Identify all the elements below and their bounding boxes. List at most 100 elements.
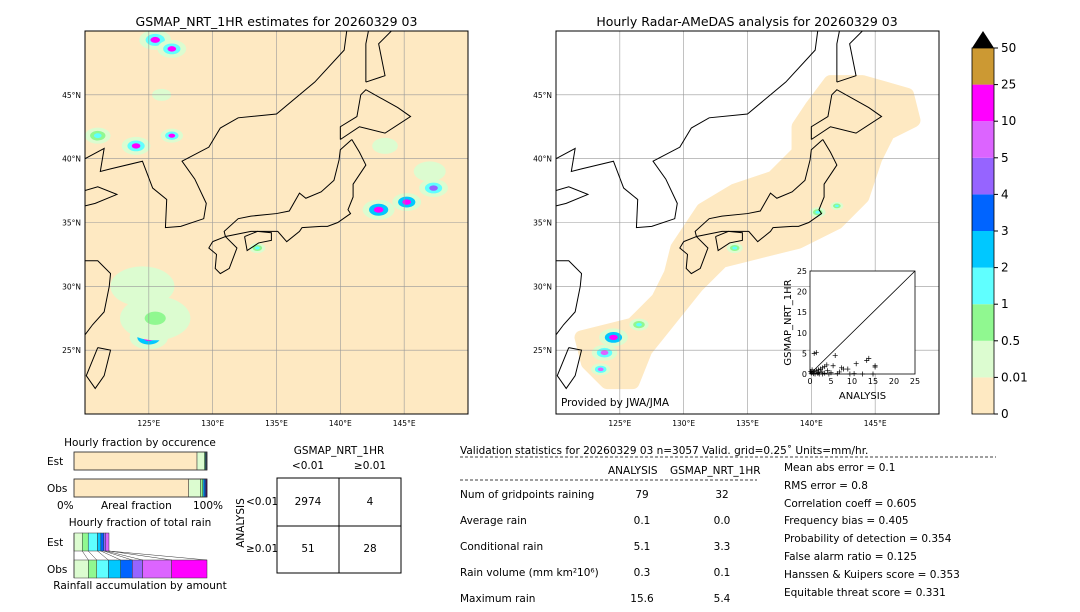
contingency-row-label: ANALYSIS	[234, 498, 247, 548]
rain-area	[167, 46, 177, 52]
colorbar-label: 4	[1001, 187, 1009, 201]
rain-fraction-title: Hourly fraction of total rain	[68, 517, 212, 529]
scatter-point	[841, 366, 847, 372]
lon-tick-label: 135°E	[736, 419, 759, 428]
coastline	[208, 235, 238, 275]
scatter-point	[813, 368, 819, 374]
rain-area	[381, 143, 389, 149]
stats-row-label: Rain volume (mm km²10⁶)	[460, 567, 599, 579]
rain-est-segment	[81, 532, 89, 552]
lat-tick-label: 25°N	[533, 346, 552, 355]
stats-row-label: Conditional rain	[460, 541, 544, 553]
rain-area	[402, 199, 412, 205]
scatter-ytick: 15	[797, 308, 807, 317]
occ-xlabel: Areal fraction	[101, 500, 172, 512]
lat-tick-label: 45°N	[62, 91, 81, 100]
rain-connector	[103, 550, 133, 561]
stats-row-gsmap: 3.3	[713, 541, 731, 553]
coastline	[223, 139, 367, 243]
colorbar-label: 0	[1001, 407, 1009, 421]
scatter-ytick: 10	[797, 329, 807, 338]
occ-tick-0: 0%	[57, 500, 74, 512]
rain-est-segment	[105, 532, 110, 552]
left-frame	[84, 30, 469, 415]
scatter-point	[864, 357, 870, 363]
rain-area	[815, 210, 821, 214]
colorbar-segment-0.5	[972, 304, 994, 341]
lon-tick-label: 140°E	[800, 419, 823, 428]
score-line: Probability of detection = 0.354	[784, 533, 952, 546]
coastline	[679, 235, 709, 275]
scatter-point	[818, 366, 823, 372]
lon-tick-label: 125°E	[608, 419, 631, 428]
occurrence-title: Hourly fraction by occurence	[64, 437, 216, 449]
rain-area	[597, 367, 604, 372]
colorbar-label: 3	[1001, 224, 1009, 238]
rain-obs-segment	[120, 559, 133, 579]
coastline	[85, 347, 112, 390]
lat-tick-label: 40°N	[62, 155, 81, 164]
lon-tick-label: 145°E	[864, 419, 887, 428]
lat-tick-label: 30°N	[62, 282, 81, 291]
scatter-ytick: 25	[797, 267, 807, 276]
scatter-point	[832, 352, 838, 358]
lon-tick-label: 135°E	[265, 419, 288, 428]
colorbar-segment-0	[972, 377, 994, 414]
coastline	[715, 230, 743, 252]
rain-est-segment	[73, 532, 83, 552]
occurrence-obs-segment	[73, 478, 189, 498]
scatter-xtick: 5	[828, 377, 833, 386]
scatter-xtick: 20	[889, 377, 899, 386]
colorbar-segment-5	[972, 121, 994, 158]
scatter-point	[811, 350, 817, 356]
scatter-point	[812, 371, 818, 377]
colorbar-label: 10	[1001, 114, 1016, 128]
rain-area	[429, 185, 438, 191]
rain-obs-segment	[73, 559, 89, 579]
stats-header: Validation statistics for 20260329 03 n=…	[460, 445, 869, 457]
cell-a: 2974	[294, 496, 322, 508]
rain-est-segment	[97, 532, 102, 552]
rain-area	[150, 36, 161, 43]
rain-label-est: Est	[47, 537, 64, 549]
scatter-point	[853, 361, 859, 367]
colorbar-label: 0.01	[1001, 370, 1028, 384]
scatter-point	[820, 371, 826, 377]
scatter-point	[845, 366, 851, 372]
contingency-col-0: <0.01	[291, 460, 325, 472]
rain-area	[168, 133, 176, 138]
rain-area	[732, 246, 738, 250]
lat-tick-label: 25°N	[62, 346, 81, 355]
score-line: Frequency bias = 0.405	[784, 515, 909, 528]
score-line: RMS error = 0.8	[784, 479, 868, 492]
score-line: Correlation coeff = 0.605	[784, 497, 917, 510]
rain-area	[609, 334, 618, 341]
colorbar-label: 50	[1001, 41, 1016, 55]
scatter-point	[820, 365, 826, 371]
contingency-row-0: <0.01	[246, 496, 279, 508]
lat-tick-label: 35°N	[62, 219, 81, 228]
coastline	[85, 260, 112, 336]
lon-tick-label: 130°E	[672, 419, 695, 428]
colorbar-segment-3	[972, 194, 994, 231]
rain-area	[834, 204, 839, 208]
rain-est-segment	[100, 532, 105, 552]
scatter-ytick: 5	[802, 349, 807, 358]
colorbar-segment-10	[972, 84, 994, 122]
coastline	[85, 186, 119, 207]
stats-row-gsmap: 5.4	[713, 593, 731, 605]
scatter-xtick: 0	[807, 377, 812, 386]
left-map-title: GSMAP_NRT_1HR estimates for 20260329 03	[135, 14, 418, 29]
contingency-col-1: ≥0.01	[353, 460, 387, 472]
scatter-point	[847, 371, 853, 377]
coastline	[365, 31, 393, 83]
rain-area	[93, 133, 102, 139]
scatter-point	[826, 371, 832, 377]
stats-row-analysis: 0.1	[633, 515, 651, 527]
contingency-row-1: ≥0.01	[246, 543, 279, 555]
rain-area	[254, 246, 260, 250]
occurrence-est-segment	[73, 451, 198, 471]
rain-area	[144, 311, 166, 325]
rain-obs-segment	[88, 559, 97, 579]
